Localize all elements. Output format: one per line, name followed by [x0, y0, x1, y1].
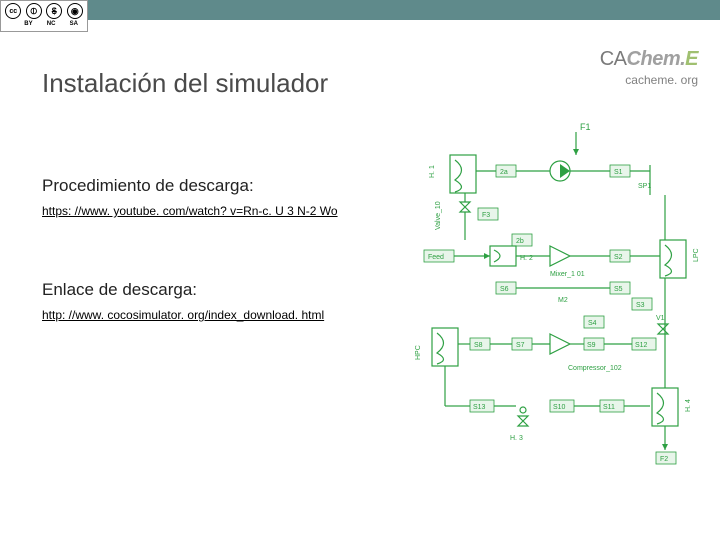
- cocosimulator-link[interactable]: http: //www. cocosimulator. org/index_do…: [42, 308, 324, 322]
- svg-text:LPC: LPC: [693, 248, 700, 262]
- section-heading: Enlace de descarga:: [42, 280, 324, 300]
- svg-text:Feed: Feed: [428, 254, 444, 261]
- svg-text:S1: S1: [614, 169, 623, 176]
- svg-text:F3: F3: [482, 212, 490, 219]
- svg-text:S2: S2: [614, 254, 623, 261]
- svg-text:S13: S13: [473, 404, 486, 411]
- header-bar: [0, 0, 720, 20]
- svg-text:Mixer_1 01: Mixer_1 01: [550, 271, 585, 278]
- brand-block: CAChem.E cacheme. org: [600, 48, 698, 87]
- svg-text:H. 4: H. 4: [685, 399, 692, 412]
- svg-text:S8: S8: [474, 342, 483, 349]
- nc-icon: $: [46, 3, 62, 19]
- svg-text:H. 1: H. 1: [429, 165, 436, 178]
- brand-logo-text: CAChem.E: [600, 48, 698, 71]
- page-title: Instalación del simulador: [42, 68, 328, 99]
- svg-text:2b: 2b: [516, 238, 524, 245]
- license-label: BY: [24, 21, 32, 27]
- svg-text:S12: S12: [635, 342, 648, 349]
- svg-text:HPC: HPC: [415, 345, 422, 360]
- svg-text:M2: M2: [558, 297, 568, 304]
- svg-text:F2: F2: [660, 456, 668, 463]
- svg-text:S3: S3: [636, 302, 645, 309]
- section-heading: Procedimiento de descarga:: [42, 176, 338, 196]
- cc-icon: cc: [5, 3, 21, 19]
- label-f1: F1: [580, 122, 591, 132]
- process-flowsheet-diagram: F1 H. 1 2a S1 SP1 Valve_10 F3 Feed 2b H.…: [400, 120, 710, 520]
- brand-url: cacheme. org: [600, 73, 698, 87]
- svg-text:S7: S7: [516, 342, 525, 349]
- svg-text:S10: S10: [553, 404, 566, 411]
- svg-text:Compressor_102: Compressor_102: [568, 365, 622, 372]
- license-labels-row: BY NC SA: [1, 21, 87, 28]
- section-download-link: Enlace de descarga: http: //www. cocosim…: [42, 280, 324, 324]
- by-icon: ⦶: [26, 3, 42, 19]
- svg-text:S11: S11: [603, 404, 615, 411]
- svg-text:H. 3: H. 3: [510, 435, 523, 442]
- license-icons-row: cc ⦶ $ ◉: [1, 1, 87, 21]
- section-download-procedure: Procedimiento de descarga: https: //www.…: [42, 176, 338, 220]
- svg-text:S6: S6: [500, 286, 509, 293]
- sa-icon: ◉: [67, 3, 83, 19]
- license-label: NC: [47, 21, 56, 27]
- svg-text:S9: S9: [587, 342, 596, 349]
- svg-text:Valve_10: Valve_10: [435, 201, 442, 230]
- license-badge: cc ⦶ $ ◉ BY NC SA: [0, 0, 88, 32]
- youtube-link[interactable]: https: //www. youtube. com/watch? v=Rn-c…: [42, 204, 338, 218]
- svg-text:S4: S4: [588, 320, 597, 327]
- svg-text:V1: V1: [656, 315, 665, 322]
- svg-text:S5: S5: [614, 286, 623, 293]
- license-label: SA: [70, 21, 78, 27]
- svg-text:2a: 2a: [500, 169, 508, 176]
- svg-text:SP1: SP1: [638, 183, 651, 190]
